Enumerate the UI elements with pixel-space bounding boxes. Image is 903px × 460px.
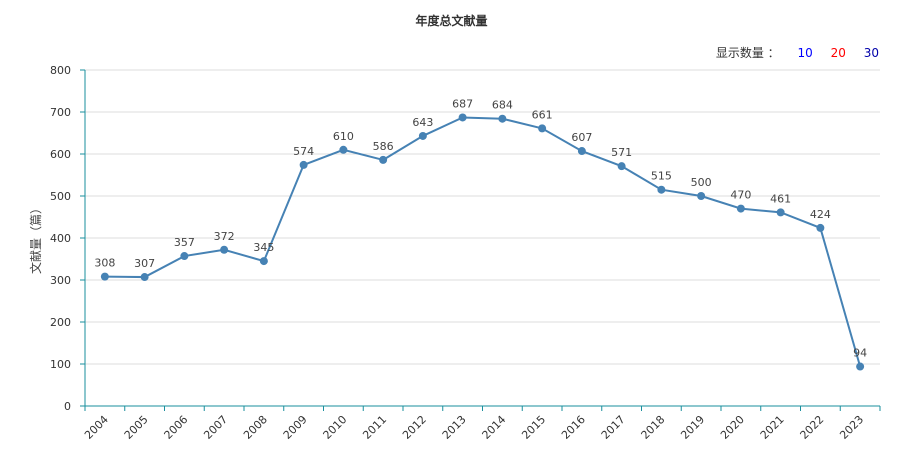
data-label: 424 — [810, 208, 831, 221]
data-label: 94 — [853, 347, 867, 360]
x-tick-label: 2020 — [718, 413, 747, 442]
data-label: 515 — [651, 170, 672, 183]
x-tick-label: 2016 — [559, 413, 588, 442]
y-tick-label: 0 — [64, 400, 71, 413]
data-point[interactable] — [736, 204, 745, 213]
y-axis-label: 文献量（篇） — [28, 202, 43, 274]
y-axis-ticks: 0 100 200 300 400 500 600 700 800 — [50, 64, 85, 413]
x-tick-label: 2012 — [400, 413, 429, 442]
y-tick-label: 600 — [50, 148, 71, 161]
x-tick-label: 2010 — [321, 413, 350, 442]
x-tick-label: 2015 — [519, 413, 548, 442]
data-label: 308 — [94, 257, 115, 270]
series-line — [104, 116, 862, 367]
data-point[interactable] — [577, 147, 586, 156]
data-point[interactable] — [816, 223, 825, 232]
x-axis-ticks: 2004 2005 2006 2007 2008 2009 2010 2011 2012 2013… — [82, 406, 881, 442]
data-label: 345 — [253, 241, 274, 254]
data-label: 461 — [770, 192, 791, 205]
data-label: 643 — [412, 116, 433, 129]
data-point[interactable] — [418, 131, 427, 140]
y-tick-label: 100 — [50, 358, 71, 371]
data-label: 571 — [611, 146, 632, 159]
chart-title: 年度总文献量 — [415, 14, 488, 28]
data-point[interactable] — [339, 145, 348, 154]
y-tick-label: 200 — [50, 316, 71, 329]
data-label: 684 — [492, 99, 513, 112]
data-label: 500 — [691, 176, 712, 189]
data-label: 372 — [214, 230, 235, 243]
show-count-label: 显示数量 ： — [715, 46, 780, 60]
data-label: 307 — [134, 257, 155, 270]
data-point[interactable] — [220, 245, 229, 254]
data-point[interactable] — [458, 113, 467, 122]
x-tick-label: 2023 — [837, 413, 866, 442]
y-tick-label: 800 — [50, 64, 71, 77]
data-label: 661 — [532, 108, 553, 121]
x-tick-label: 2004 — [82, 413, 111, 442]
data-label: 470 — [730, 189, 751, 202]
data-point[interactable] — [697, 192, 706, 200]
data-point[interactable] — [498, 114, 507, 123]
data-point[interactable] — [100, 272, 109, 281]
data-label: 574 — [293, 145, 314, 158]
data-point[interactable] — [299, 160, 308, 169]
y-tick-label: 500 — [50, 190, 71, 203]
y-tick-label: 400 — [50, 232, 71, 245]
x-tick-label: 2005 — [122, 413, 151, 442]
x-tick-label: 2009 — [281, 413, 310, 442]
x-tick-label: 2013 — [440, 413, 469, 442]
x-tick-label: 2019 — [678, 413, 707, 442]
show-count-selector: 显示数量 ： 10 20 30 — [716, 44, 879, 61]
data-label: 357 — [174, 236, 195, 249]
x-tick-label: 2011 — [360, 413, 389, 442]
data-point[interactable] — [538, 124, 547, 133]
data-label: 586 — [373, 140, 394, 153]
data-point[interactable] — [617, 162, 626, 171]
x-tick-label: 2014 — [480, 413, 509, 442]
data-label: 607 — [571, 131, 592, 144]
data-label: 687 — [452, 97, 473, 110]
x-tick-label: 2022 — [798, 413, 827, 442]
show-count-option-20[interactable]: 20 — [830, 46, 846, 60]
data-point[interactable] — [776, 208, 785, 217]
data-point[interactable] — [140, 273, 149, 282]
series-line-path — [104, 116, 862, 367]
show-count-option-10[interactable]: 10 — [797, 46, 813, 60]
x-tick-label: 2021 — [758, 413, 787, 442]
y-tick-label: 300 — [50, 274, 71, 287]
data-point[interactable] — [657, 185, 666, 194]
data-label: 610 — [333, 130, 354, 143]
data-labels: 308 307 357 372 345 574 610 586 643 687 684 661 607 5… — [94, 97, 867, 359]
show-count-option-30[interactable]: 30 — [863, 46, 879, 60]
x-tick-label: 2017 — [599, 413, 628, 442]
data-point[interactable] — [379, 155, 388, 164]
data-point[interactable] — [180, 252, 189, 261]
data-points — [100, 113, 865, 371]
x-tick-label: 2008 — [241, 413, 270, 442]
grid-lines — [85, 69, 880, 365]
x-tick-label: 2007 — [201, 413, 230, 442]
y-tick-label: 700 — [50, 106, 71, 119]
data-point[interactable] — [856, 362, 865, 371]
x-tick-label: 2006 — [162, 413, 191, 442]
data-point[interactable] — [259, 257, 268, 266]
x-tick-label: 2018 — [639, 413, 668, 442]
